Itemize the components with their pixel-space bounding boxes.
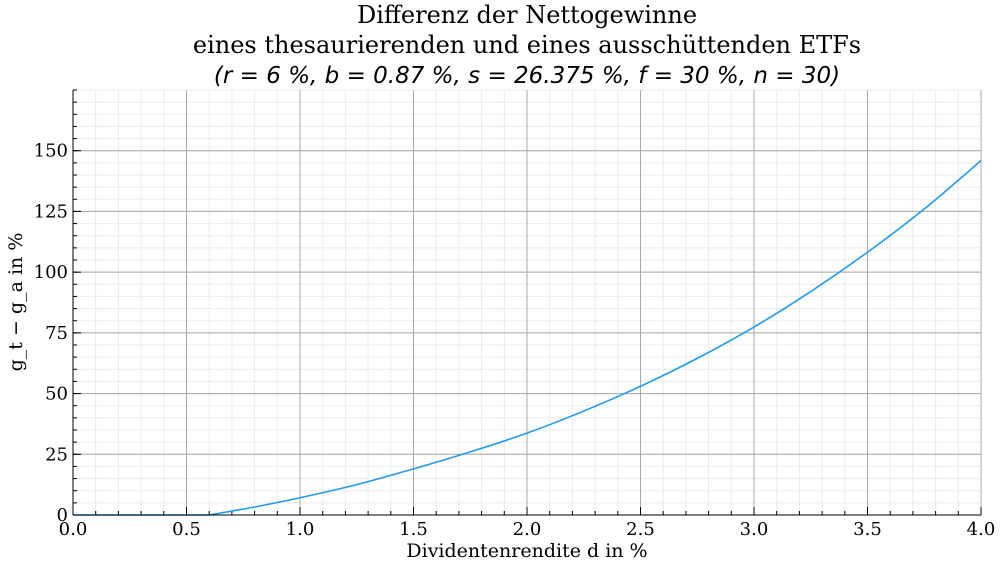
chart-title-line-3: (r = 6 %, b = 0.87 %, s = 26.375 %, f = … [214,63,840,89]
series-line [73,160,982,516]
x-tick-label: 3.5 [853,519,882,540]
x-tick-label: 1.5 [399,519,428,540]
x-axis-label: Dividentenrendite d in % [406,540,647,562]
x-tick-label: 4.0 [967,519,996,540]
y-tick-label: 125 [34,201,68,222]
x-tick-label: 2.0 [513,519,542,540]
y-tick-label: 75 [45,323,68,344]
chart-title-line-1: Differenz der Nettogewinne [357,1,697,29]
x-tick-label: 2.5 [626,519,655,540]
y-tick-label: 25 [45,444,68,465]
series [73,160,982,516]
x-tick-label: 3.0 [740,519,769,540]
y-tick-label: 100 [34,262,68,283]
y-axis-label: g_t − g_a in % [5,233,27,372]
grid [72,89,982,516]
x-tick-label: 1.0 [286,519,315,540]
tick-labels: 0.0 0.5 1.0 1.5 2.0 2.5 3.0 3.5 4.0 0 25 50 75 100 125… [34,141,996,540]
x-tick-label: 0.0 [59,519,88,540]
x-tick-label: 0.5 [172,519,201,540]
y-tick-label: 0 [57,505,68,526]
chart-title-line-2: eines thesaurierenden und eines ausschüt… [193,31,861,59]
y-tick-label: 50 [45,384,68,405]
y-tick-label: 150 [34,141,68,162]
